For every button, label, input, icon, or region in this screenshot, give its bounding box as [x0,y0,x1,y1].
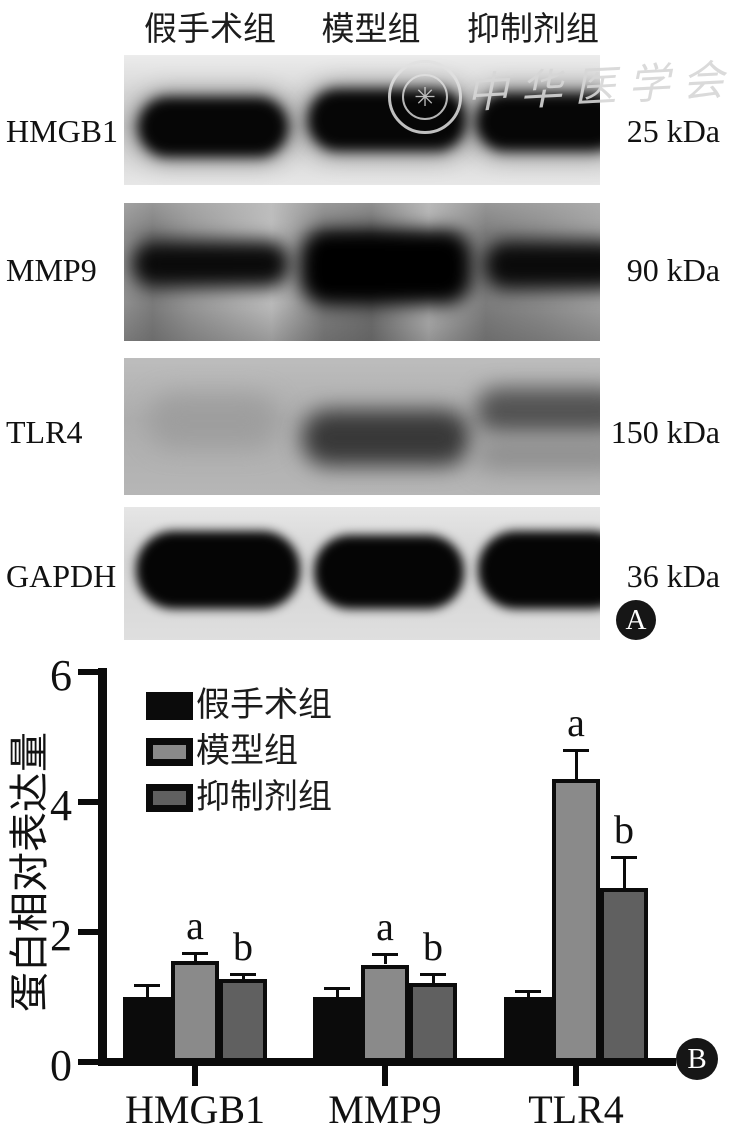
x-axis-tick [192,1066,198,1086]
panel-a-badge: A [616,600,656,640]
cma-seal-watermark: ✳ [388,60,462,134]
kda-label-gapdh: 36 kDa [626,558,720,594]
y-axis-line [98,668,107,1066]
lane-header-model: 模型组 [321,12,421,48]
error-bar-stem [526,991,530,997]
blot-image-tlr4 [124,358,600,495]
bar-chart-panel-b: 蛋白相对表达量 假手术组 模型组 抑制剂组 B 0 2 4 6 HMGB1 a b MMP9 a… [0,654,731,1130]
blot-band-hmgb1-lane1 [138,97,288,157]
legend-swatch-sham [146,692,193,720]
error-bar-cap [324,986,350,990]
error-bar-cap [515,990,541,994]
bar-hmgb1-inhibitor [219,979,267,1062]
error-bar-stem [335,987,339,997]
blot-image-gapdh [124,507,600,640]
bar-hmgb1-sham [123,997,171,1062]
protein-label-gapdh: GAPDH [6,558,117,594]
legend-label-inhibitor: 抑制剂组 [196,779,332,816]
lane-header-sham: 假手术组 [144,12,276,48]
y-axis-tick-label: 0 [50,1041,72,1090]
x-axis-line [98,1058,676,1066]
x-axis-category-label: HMGB1 [124,1087,266,1130]
error-bar-cap [611,856,637,860]
blot-band-mmp9-lane2 [300,229,472,305]
y-axis-tick-label: 6 [50,651,72,700]
lane-header-inhibitor: 抑制剂组 [467,12,599,48]
error-bar-stem [193,952,197,962]
error-bar-stem [622,857,626,889]
significance-letter: b [614,807,634,853]
blot-band-tlr4-lane1 [148,394,278,448]
y-axis-title: 蛋白相对表达量 [7,732,52,1012]
kda-label-mmp9: 90 kDa [626,252,720,288]
bar-mmp9-sham [313,997,361,1062]
error-bar-stem [431,973,435,983]
bar-mmp9-inhibitor [409,982,457,1062]
blot-band-gapdh-lane2 [314,535,464,609]
significance-letter: a [567,700,585,745]
bar-hmgb1-model [171,961,219,1062]
error-bar-cap [134,984,160,988]
error-bar-stem [383,954,387,965]
legend-item-inhibitor: 抑制剂组 [146,779,332,816]
legend-item-model: 模型组 [146,733,332,770]
protein-label-mmp9: MMP9 [6,252,97,288]
bar-tlr4-model [552,779,600,1062]
chart-legend: 假手术组 模型组 抑制剂组 [146,687,332,828]
error-bar-stem [574,750,578,780]
legend-label-model: 模型组 [196,733,298,770]
error-bar-cap [420,972,446,976]
error-bar-cap [372,953,398,957]
legend-item-sham: 假手术组 [146,687,332,724]
blot-band-gapdh-lane3 [478,531,600,609]
significance-letter: b [233,923,253,969]
blot-smear-tlr4-lane3 [476,440,600,470]
legend-label-sham: 假手术组 [196,687,332,724]
blot-shading-mmp9 [124,203,600,341]
bar-tlr4-inhibitor [600,888,648,1062]
panel-b-badge: B [676,1038,718,1080]
y-axis-tick [78,799,98,805]
y-axis-tick [78,929,98,935]
error-bar-stem [145,985,149,997]
y-axis-tick [78,1059,98,1065]
cma-seal-emblem: ✳ [402,74,448,120]
blot-band-tlr4-lane3 [476,388,600,434]
x-axis-category-label: MMP9 [328,1087,442,1130]
bar-mmp9-model [361,964,409,1062]
significance-letter: a [376,904,394,950]
bar-tlr4-sham [504,997,552,1062]
blot-band-gapdh-lane1 [136,531,300,609]
kda-label-hmgb1: 25 kDa [626,113,720,149]
blot-band-mmp9-lane3 [484,241,600,289]
error-bar-stem [241,973,245,980]
error-bar-cap [230,972,256,976]
legend-swatch-inhibitor [146,784,193,812]
y-axis-tick [78,669,98,675]
blot-image-hmgb1 [124,55,600,185]
blot-band-mmp9-lane1 [132,241,290,287]
y-axis-tick-label: 4 [50,781,72,830]
x-axis-tick [382,1066,388,1086]
blot-image-mmp9 [124,203,600,341]
error-bar-cap [182,951,208,955]
significance-letter: a [186,902,204,948]
legend-swatch-model [146,738,193,766]
blot-band-hmgb1-lane3 [476,93,600,151]
x-axis-tick [573,1066,579,1086]
x-axis-category-label: TLR4 [528,1087,624,1130]
protein-label-tlr4: TLR4 [6,414,83,450]
significance-letter: b [423,923,443,969]
kda-label-tlr4: 150 kDa [610,414,720,450]
protein-label-hmgb1: HMGB1 [6,113,119,149]
y-axis-tick-label: 2 [50,911,72,960]
blot-band-tlr4-lane2 [302,410,470,466]
error-bar-cap [563,749,589,752]
